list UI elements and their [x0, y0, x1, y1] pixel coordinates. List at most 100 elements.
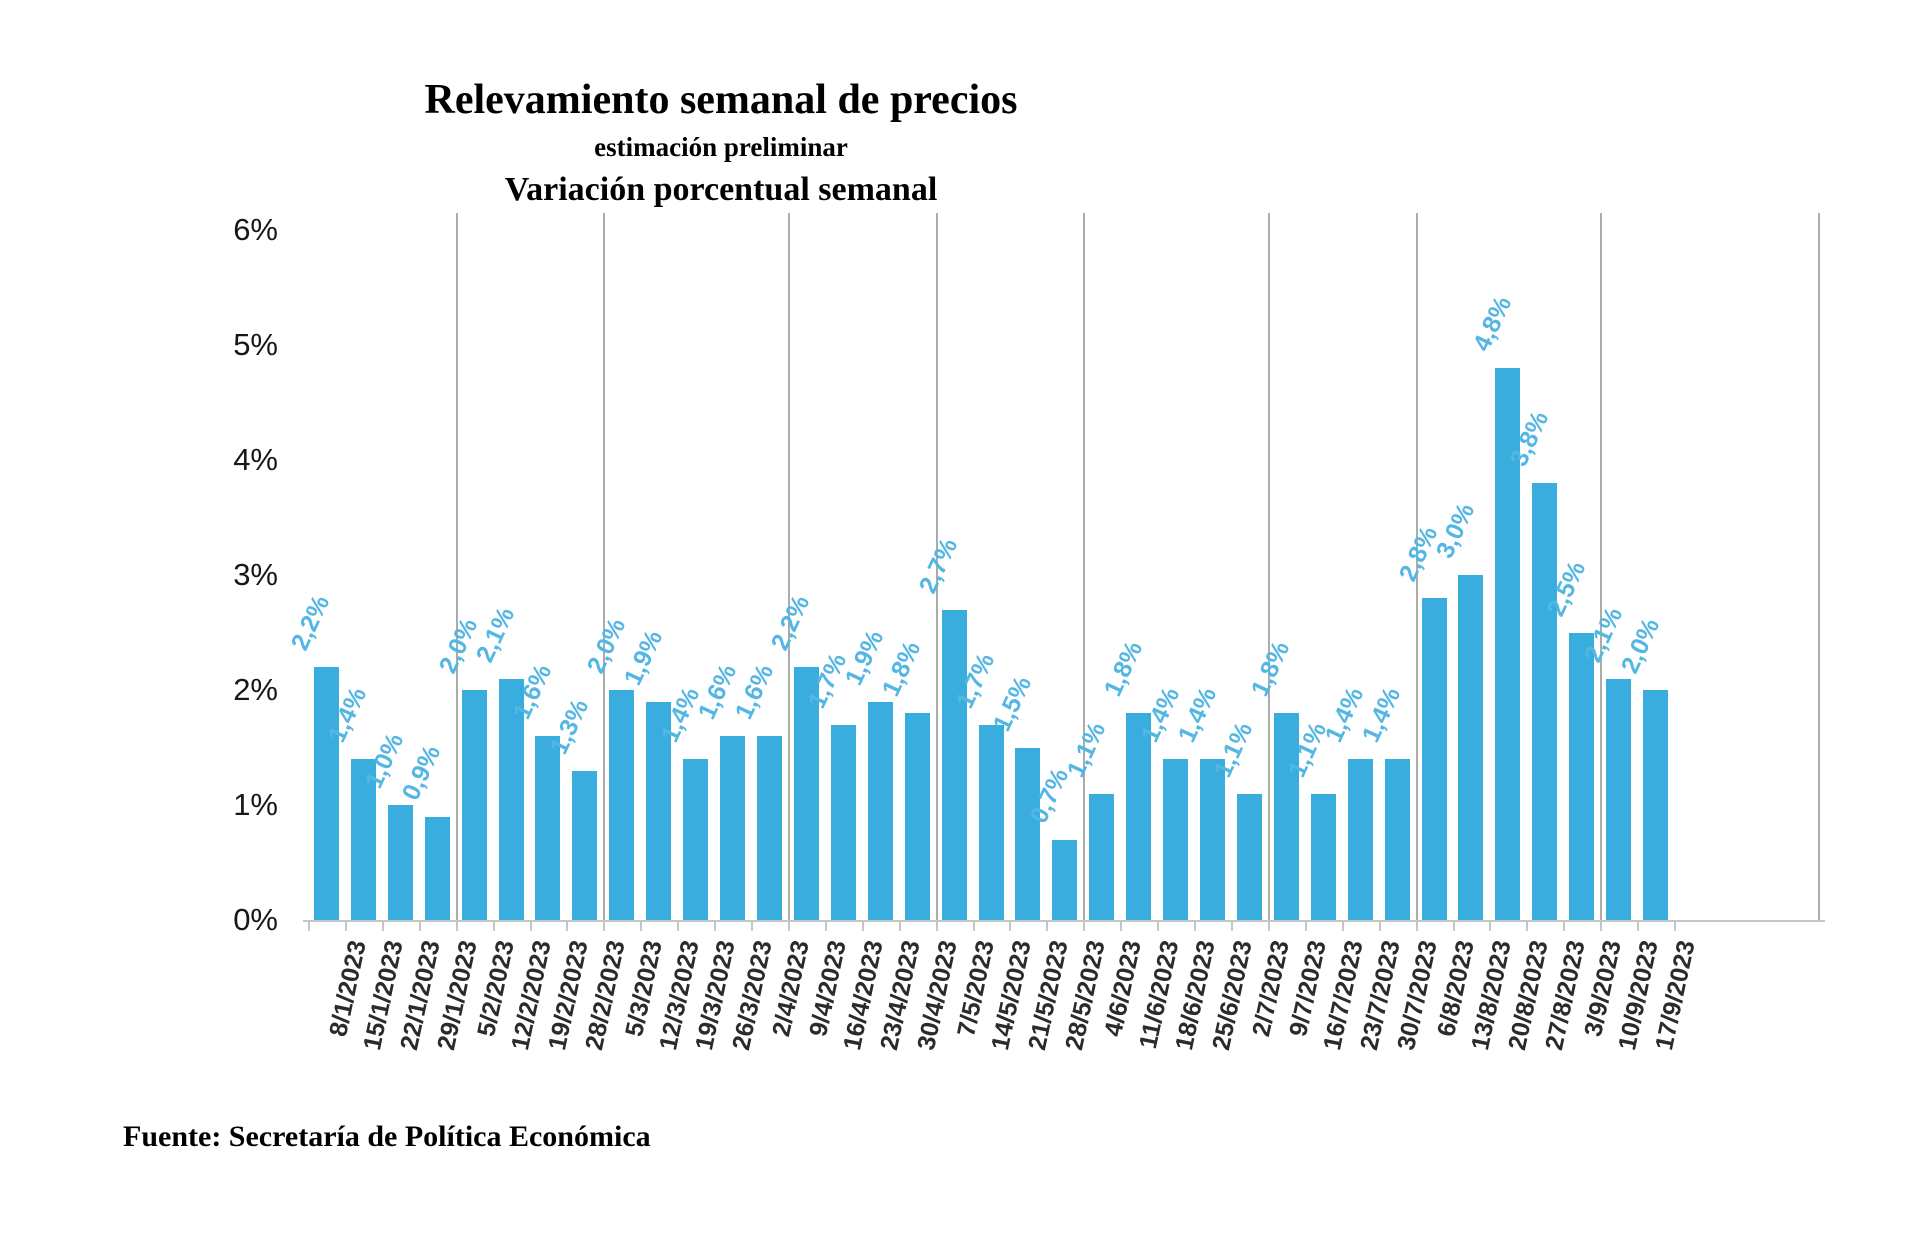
bar — [1015, 747, 1041, 920]
y-axis-tick-label: 4% — [233, 442, 278, 477]
y-axis-tick-label: 3% — [233, 557, 278, 592]
bar — [1569, 632, 1595, 920]
x-axis-tick — [1009, 921, 1012, 931]
bar — [1532, 483, 1558, 920]
x-axis-tick — [1489, 921, 1492, 931]
bar — [1384, 759, 1410, 920]
x-axis-tick — [455, 921, 458, 931]
bar — [1495, 368, 1521, 920]
x-axis-tick — [640, 921, 643, 931]
bar — [498, 678, 524, 920]
x-axis-tick — [861, 921, 864, 931]
chart-title: Relevamiento semanal de precios — [424, 77, 1018, 123]
x-axis-tick — [308, 921, 310, 931]
x-axis-tick — [787, 921, 790, 931]
bar — [1643, 690, 1669, 920]
bar — [720, 736, 746, 920]
bar-value-label: 3,0% — [1430, 499, 1481, 563]
chart-variation-title: Variación porcentual semanal — [504, 171, 938, 208]
bar — [350, 759, 376, 920]
bar — [1236, 793, 1262, 920]
x-axis-tick — [1637, 921, 1640, 931]
x-axis-tick — [1674, 921, 1677, 931]
x-axis-tick — [492, 921, 495, 931]
x-axis-tick — [1415, 921, 1418, 931]
bar-value-label: 2,2% — [286, 591, 336, 655]
bar — [609, 690, 635, 920]
bar — [1126, 713, 1152, 920]
bar-value-label: 4,8% — [1467, 292, 1518, 356]
bar-value-label: 1,6% — [507, 660, 558, 724]
bar — [1421, 598, 1447, 920]
bar — [757, 736, 782, 920]
x-axis-tick — [381, 921, 384, 931]
x-axis-tick — [1452, 921, 1455, 931]
bar — [683, 759, 709, 920]
x-axis-tick — [1083, 921, 1086, 931]
y-axis-tick-label: 1% — [233, 787, 278, 822]
bar — [1052, 839, 1078, 920]
bar-value-label: 1,1% — [1209, 717, 1259, 782]
bar-value-label: 1,8% — [1246, 637, 1296, 701]
bar — [1310, 793, 1336, 920]
x-axis-tick — [566, 921, 569, 931]
x-axis-tick — [1267, 921, 1270, 931]
bar — [830, 724, 856, 920]
x-axis-tick — [824, 921, 827, 931]
group-separator-gridline — [1415, 213, 1418, 921]
x-axis-tick — [1194, 921, 1197, 931]
bar — [978, 724, 1004, 920]
y-axis-tick-label: 5% — [233, 327, 278, 362]
chart-header: Relevamiento semanal de precios estimaci… — [0, 74, 1442, 212]
bar — [1089, 793, 1115, 920]
bar-value-label: 1,3% — [544, 694, 595, 759]
y-axis-tick-label: 2% — [233, 672, 278, 707]
bar — [793, 667, 819, 920]
group-separator-gridline — [603, 213, 606, 921]
bar-value-label: 1,5% — [987, 671, 1038, 736]
bar — [941, 609, 967, 920]
x-axis-tick — [1378, 921, 1381, 931]
plot-right-border — [1818, 213, 1820, 921]
group-separator-gridline — [1267, 213, 1270, 921]
x-axis-tick — [1304, 921, 1307, 931]
bar — [313, 667, 339, 920]
bar — [1273, 713, 1299, 920]
bar — [1347, 759, 1373, 920]
bar — [1200, 759, 1226, 920]
group-separator-gridline — [935, 213, 938, 921]
x-axis-line — [303, 920, 1825, 922]
bar — [1458, 575, 1484, 920]
bar — [904, 713, 930, 920]
x-axis-tick — [1046, 921, 1049, 931]
x-axis-tick — [344, 921, 347, 931]
bar-value-label: 1,8% — [1098, 637, 1148, 701]
x-axis-tick — [1600, 921, 1603, 931]
bar — [387, 805, 413, 920]
x-axis-tick — [1563, 921, 1566, 931]
chart-subtitle: estimación preliminar — [594, 132, 848, 162]
bar — [1606, 678, 1632, 920]
x-axis-tick — [1526, 921, 1529, 931]
bar — [424, 816, 450, 920]
bar — [461, 690, 487, 920]
x-axis-tick — [972, 921, 975, 931]
bar-value-label: 1,1% — [1061, 717, 1111, 782]
bar — [535, 736, 561, 920]
x-axis-tick — [1341, 921, 1344, 931]
x-axis-tick — [529, 921, 532, 931]
source-note: Fuente: Secretaría de Política Económica — [123, 1120, 651, 1153]
x-axis-tick — [898, 921, 901, 931]
x-axis-tick — [714, 921, 717, 931]
group-separator-gridline — [1600, 213, 1603, 921]
x-axis-tick — [677, 921, 680, 931]
x-axis-tick — [935, 921, 938, 931]
y-axis-tick-label: 0% — [233, 902, 278, 937]
group-separator-gridline — [787, 213, 790, 921]
x-axis-tick — [1157, 921, 1160, 931]
bar-value-label: 2,2% — [766, 591, 816, 655]
x-axis-tick — [418, 921, 421, 931]
bar — [1163, 759, 1189, 920]
x-axis-tick — [751, 921, 754, 931]
